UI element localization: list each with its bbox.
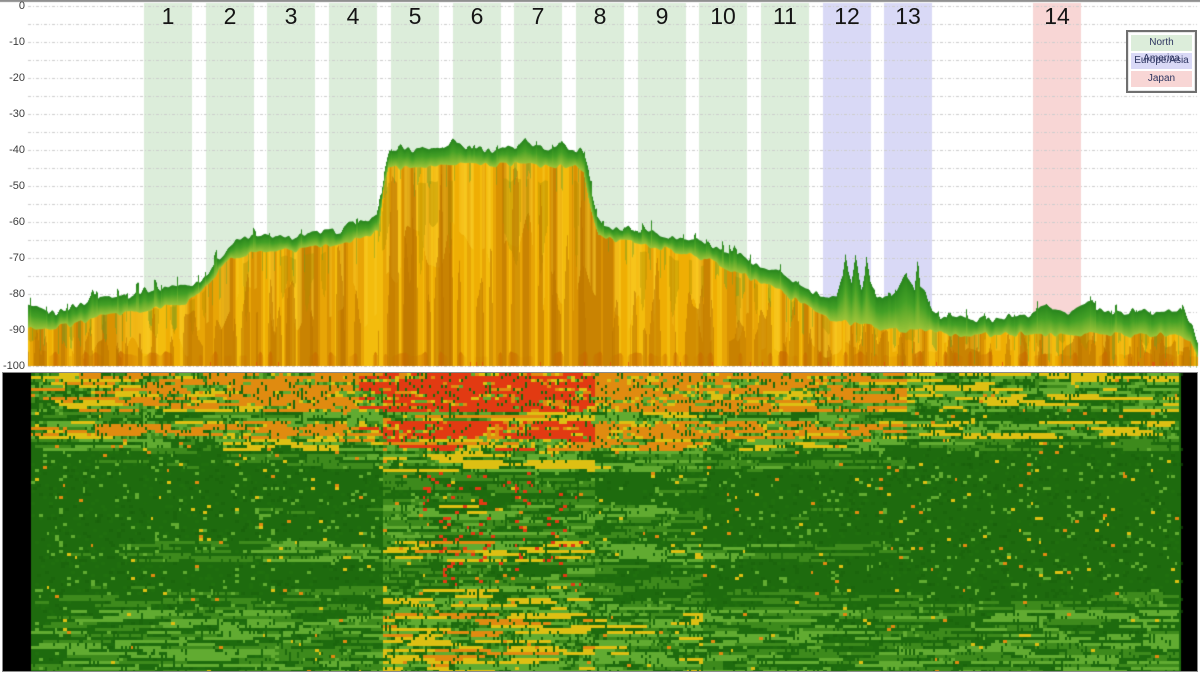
y-axis-tick-label: -60 [9,215,25,228]
channel-label-7: 7 [531,3,545,29]
legend-item-north-america: North America [1131,35,1192,64]
legend-item-japan: Japan [1131,71,1192,87]
y-axis-tick-label: -30 [9,107,25,120]
spectrum-canvas[interactable] [0,0,1200,368]
legend-item-europe-asia: Europe/Asia [1131,53,1192,69]
channel-label-5: 5 [408,3,422,29]
channel-label-10: 10 [710,3,736,29]
y-axis-tick-label: 0 [18,0,25,12]
legend-label-europe-asia: Europe/Asia [1134,55,1189,66]
channel-label-3: 3 [284,3,298,29]
channel-label-12: 12 [834,3,860,29]
channel-label-4: 4 [346,3,360,29]
legend-label-japan: Japan [1147,73,1176,84]
y-axis-tick-label: -70 [9,251,25,264]
waterfall-panel [2,372,1198,672]
y-axis-tick-label: -80 [9,287,25,300]
y-axis-tick-label: -10 [9,35,25,48]
waterfall-canvas[interactable] [3,373,1197,671]
y-axis-tick-label: -20 [9,71,25,84]
channel-label-6: 6 [470,3,484,29]
channel-label-2: 2 [223,3,237,29]
channel-label-13: 13 [895,3,921,29]
channel-label-8: 8 [593,3,607,29]
legend: North America Europe/Asia Japan [1126,30,1197,93]
y-axis-tick-label: -100 [2,359,25,372]
y-axis-tick-label: -50 [9,179,25,192]
channel-label-1: 1 [161,3,175,29]
y-axis-tick-label: -90 [9,323,25,336]
y-axis-tick-label: -40 [9,143,25,156]
channel-label-9: 9 [655,3,669,29]
channel-label-11: 11 [773,3,797,29]
channel-label-14: 14 [1044,3,1070,29]
